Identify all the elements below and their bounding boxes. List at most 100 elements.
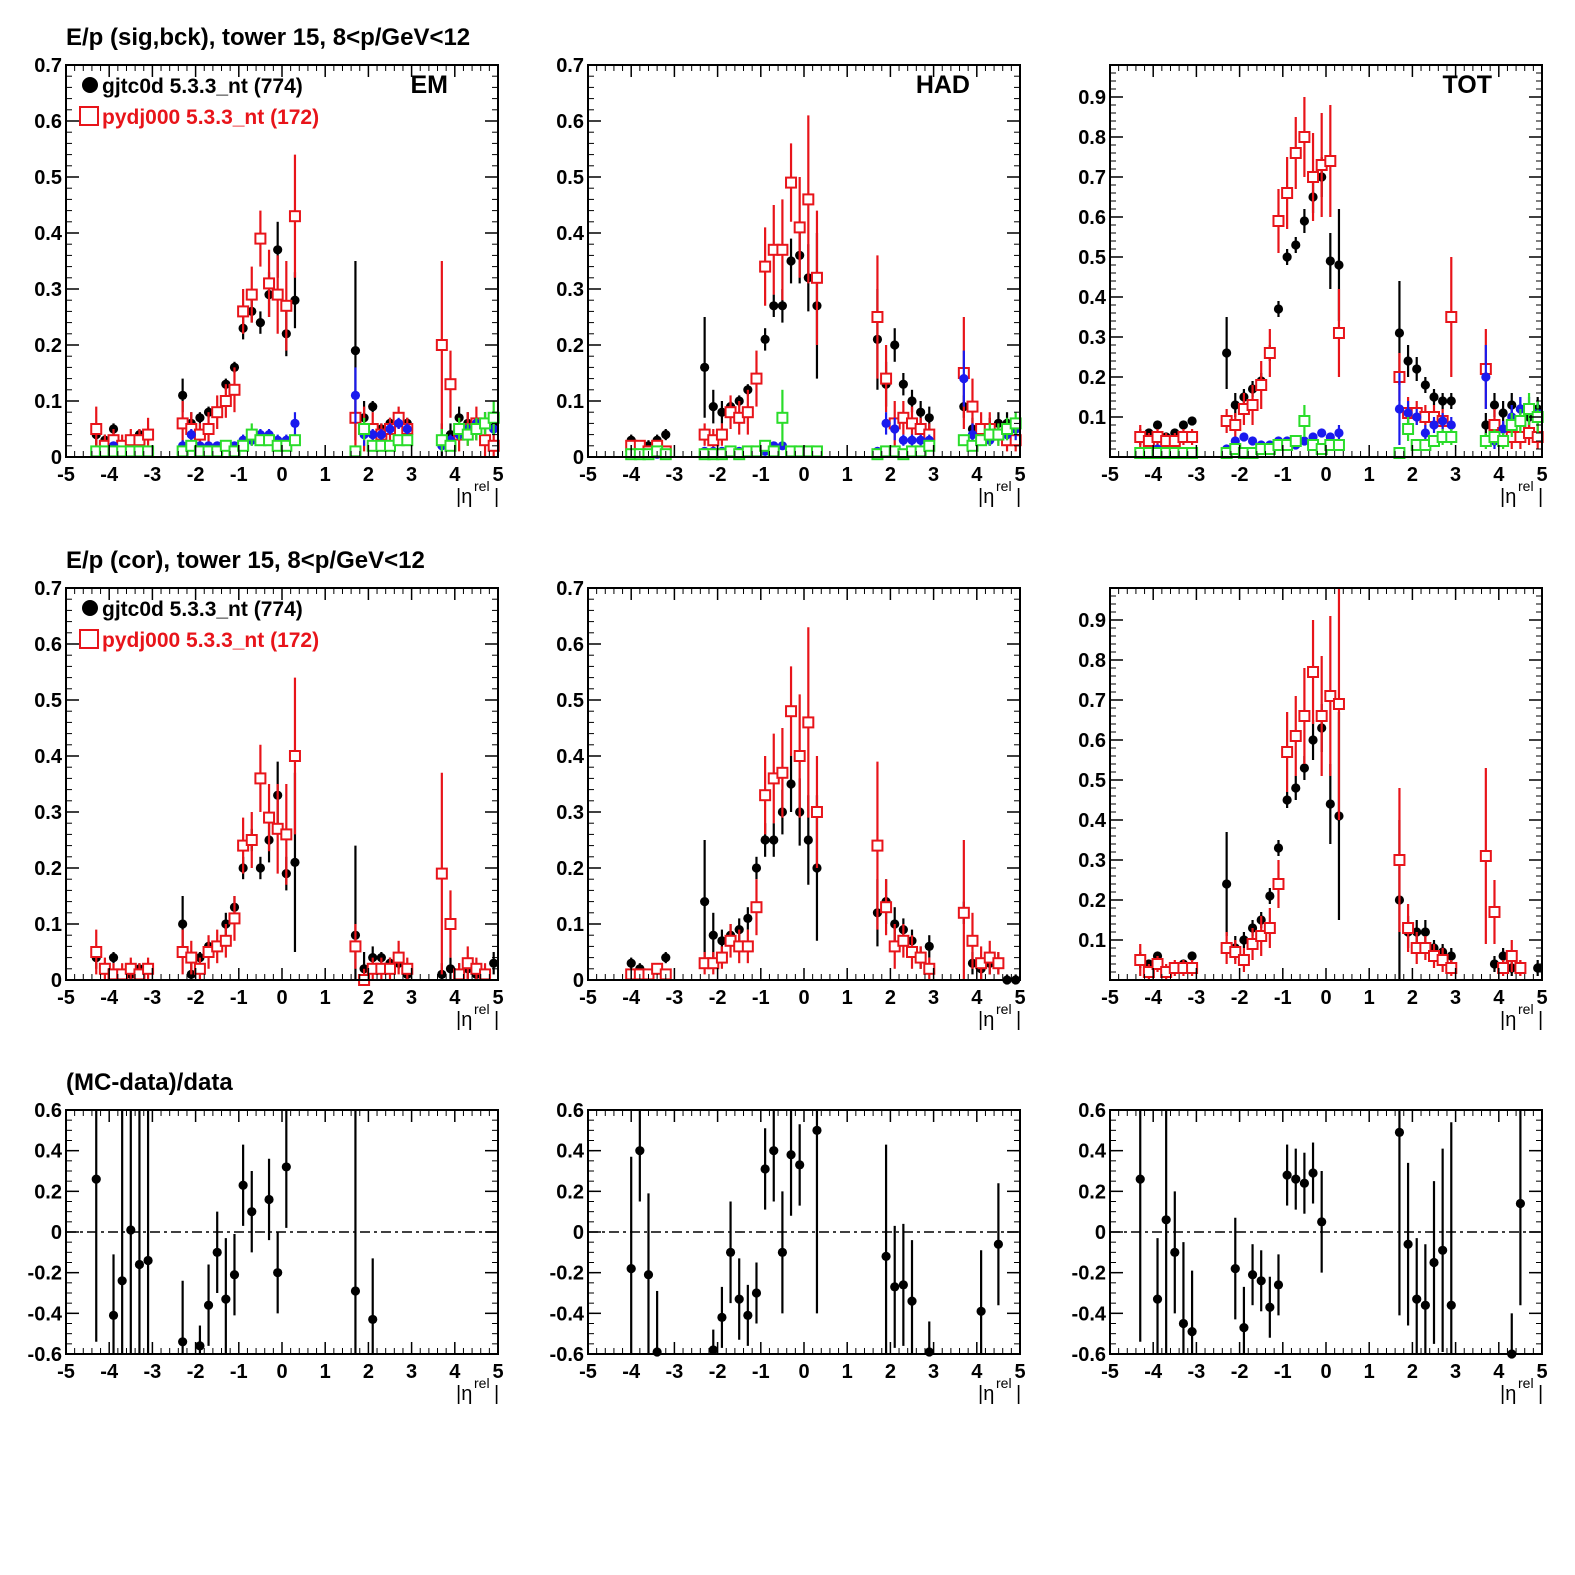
data-point xyxy=(751,863,762,873)
x-tick-label: 1 xyxy=(842,464,853,486)
mc-point xyxy=(1402,423,1415,435)
mc-point xyxy=(219,395,232,407)
data-point xyxy=(1446,420,1456,430)
mc-point xyxy=(1263,922,1276,934)
y-tick-label: 0.2 xyxy=(34,335,62,357)
data-point xyxy=(1317,428,1327,438)
y-tick-label: 0.3 xyxy=(1078,327,1106,349)
x-tick-label: -2 xyxy=(709,987,727,1009)
y-tick-label: -0.6 xyxy=(28,1344,62,1366)
data-point xyxy=(626,958,636,968)
mc-point xyxy=(1289,147,1302,159)
x-tick-label: -3 xyxy=(144,987,162,1009)
x-tick-label: 5 xyxy=(1014,1361,1025,1383)
data-point xyxy=(1161,1215,1171,1225)
plot-frame xyxy=(587,64,1021,458)
legend: gjtc0d 5.3.3_nt (774) pydj000 5.3.3_nt (1… xyxy=(79,75,319,129)
data-point xyxy=(1394,404,1405,414)
data-point xyxy=(1420,1300,1430,1310)
legend: gjtc0d 5.3.3_nt (774) pydj000 5.3.3_nt (1… xyxy=(79,598,319,652)
x-tick-label: -2 xyxy=(1231,464,1249,486)
mc-point xyxy=(1255,379,1268,391)
data-point xyxy=(1403,1239,1413,1249)
mc-point xyxy=(966,400,979,413)
x-tick-label: -4 xyxy=(100,1361,119,1383)
x-tick-label: -1 xyxy=(230,464,248,486)
y-tick-label: 0.3 xyxy=(556,279,584,301)
mc-point xyxy=(384,962,396,975)
x-tick-label: 5 xyxy=(492,464,503,486)
data-point xyxy=(1489,400,1500,410)
data-point xyxy=(1533,963,1543,973)
data-point xyxy=(881,1251,891,1261)
data-point xyxy=(881,418,891,428)
data-point xyxy=(247,1207,257,1217)
mc-point xyxy=(358,423,371,435)
mc-point xyxy=(897,934,910,947)
data-point xyxy=(743,1310,753,1320)
data-point xyxy=(1239,432,1249,442)
mc-point xyxy=(1289,435,1302,447)
x-tick-label: 5 xyxy=(1536,1361,1547,1383)
data-point xyxy=(907,396,917,406)
y-tick-label: -0.4 xyxy=(1072,1303,1107,1325)
x-axis-title: |η xyxy=(456,486,472,508)
x-tick-label: -5 xyxy=(57,464,75,486)
data-point xyxy=(916,435,926,445)
x-tick-label: 1 xyxy=(1364,987,1375,1009)
mc-point xyxy=(1419,942,1432,954)
mc-point xyxy=(1263,347,1276,359)
panel-label: HAD xyxy=(916,71,970,99)
data-point xyxy=(1481,372,1491,382)
x-axis-title-bar: | xyxy=(1016,1009,1021,1031)
data-point xyxy=(143,1255,153,1266)
data-point xyxy=(890,1282,900,1292)
x-tick-label: -3 xyxy=(666,464,684,486)
x-tick-label: -4 xyxy=(622,464,641,486)
y-tick-label: 0.5 xyxy=(1078,770,1106,792)
x-tick-label: 1 xyxy=(320,464,331,486)
x-tick-label: -2 xyxy=(709,464,727,486)
mc-point xyxy=(401,962,414,975)
data-point xyxy=(1420,927,1430,937)
mc-point xyxy=(228,912,241,925)
mc-point xyxy=(871,311,884,323)
data-point xyxy=(812,1125,822,1135)
panel-label: EM xyxy=(411,71,449,99)
mc-point xyxy=(793,750,806,762)
mc-point xyxy=(280,828,293,841)
y-tick-label: 0.6 xyxy=(34,111,62,133)
data-point xyxy=(708,930,718,940)
mc-point xyxy=(444,378,457,391)
mc-point xyxy=(1505,950,1518,962)
data-point xyxy=(700,897,710,907)
mc-point xyxy=(1514,962,1527,974)
legend-label: gjtc0d 5.3.3_nt (774) xyxy=(102,598,303,621)
x-tick-label: 2 xyxy=(363,987,374,1009)
x-tick-label: -2 xyxy=(187,464,205,486)
x-tick-label: 2 xyxy=(1407,464,1418,486)
x-tick-label: 3 xyxy=(1450,1361,1461,1383)
mc-point xyxy=(349,445,362,458)
data-point xyxy=(1394,1127,1405,1137)
x-tick-label: -1 xyxy=(752,464,770,486)
x-tick-label: -1 xyxy=(230,987,248,1009)
data-point xyxy=(1152,1294,1163,1304)
data-point xyxy=(1420,428,1430,438)
data-point xyxy=(1403,408,1413,418)
y-tick-label: 0.1 xyxy=(556,914,584,936)
chart-panel-0-0: -5 -4 -3 -2 -1 0 1 2 3 4 5 0 0.1 0.2 0.3 0.4 0.5 0.6 0.7 |η… xyxy=(34,55,503,508)
data-point xyxy=(717,407,727,417)
data-point xyxy=(635,1146,645,1156)
x-axis-title-bar: | xyxy=(1538,486,1543,508)
mc-point xyxy=(1298,131,1311,143)
mc-point xyxy=(1497,435,1510,447)
x-tick-label: 4 xyxy=(1493,987,1505,1009)
data-point xyxy=(1282,795,1292,805)
mc-point xyxy=(880,372,893,385)
data-point xyxy=(1498,424,1508,434)
data-point xyxy=(717,936,727,946)
mc-point xyxy=(1272,215,1285,227)
data-point xyxy=(1230,1264,1240,1274)
